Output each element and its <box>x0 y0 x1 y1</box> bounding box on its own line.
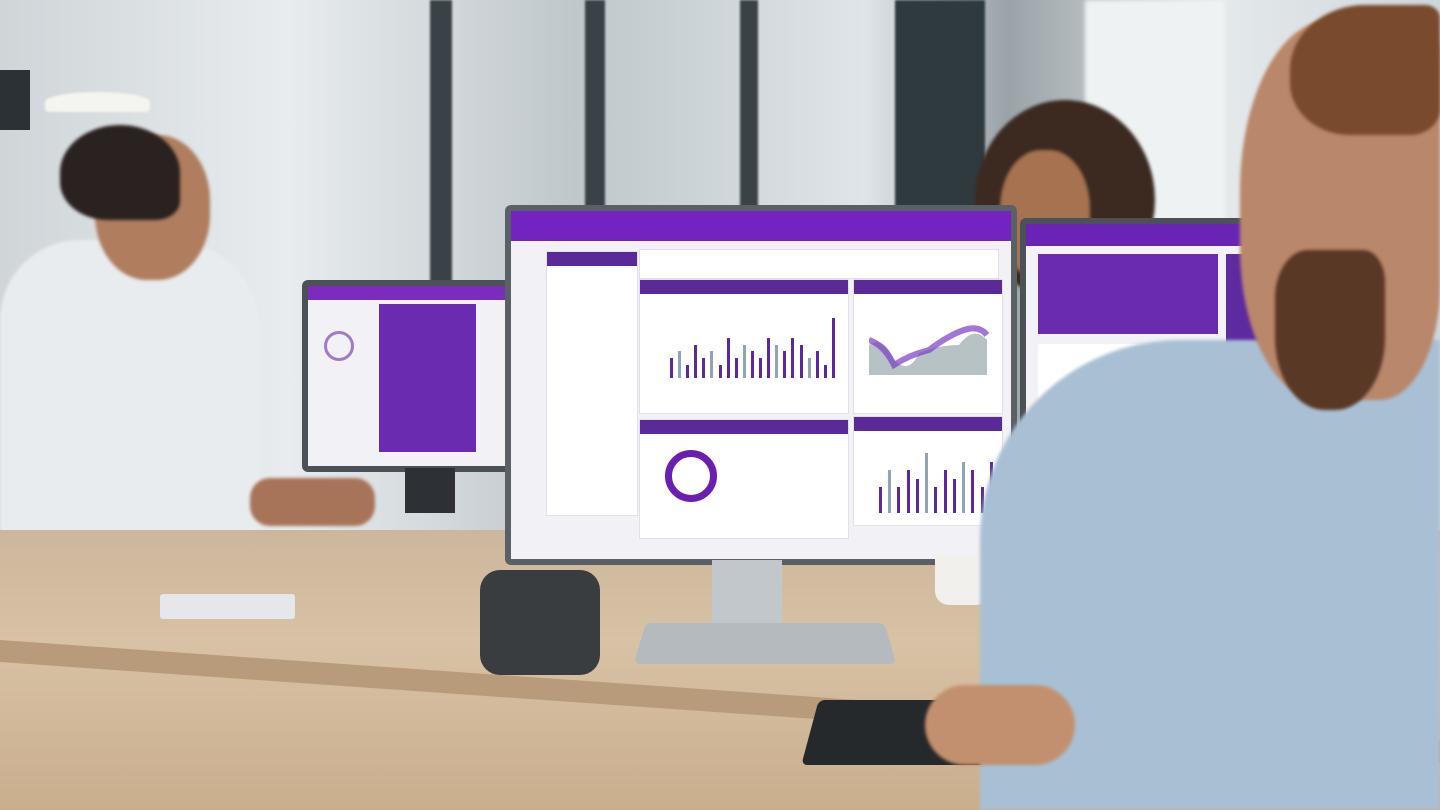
person-right-hand <box>925 685 1075 765</box>
window-frame <box>585 0 605 210</box>
dashboard-sidebar <box>546 251 638 516</box>
lower-bar-panel <box>853 416 1003 526</box>
chart-bar <box>686 364 690 378</box>
chart-bar <box>915 478 919 513</box>
chart-bar <box>906 470 910 513</box>
dashboard-header <box>511 211 1011 241</box>
desk-phone <box>480 570 600 675</box>
chart-bar <box>807 358 811 378</box>
donut-panel <box>639 419 849 539</box>
chart-bar <box>934 487 938 513</box>
bar-chart-panel <box>639 279 849 414</box>
chart-bar <box>702 358 706 378</box>
chart-bar <box>783 351 787 378</box>
chart-bar <box>879 487 882 513</box>
chart-bar <box>767 338 771 378</box>
chart-bar <box>775 344 779 378</box>
chart-bar <box>971 470 975 513</box>
main-monitor <box>505 205 1017 565</box>
window-frame <box>895 0 985 215</box>
chart-bar <box>925 453 929 513</box>
chart-bar <box>670 358 673 378</box>
person-right-beard <box>1275 250 1385 410</box>
chart-bar <box>678 351 682 378</box>
ceiling-lamp <box>45 92 150 112</box>
chart-bar <box>791 338 795 378</box>
chart-bar <box>815 351 819 378</box>
summary-strip <box>639 249 999 279</box>
person-right-hair <box>1290 5 1440 135</box>
notebook <box>160 594 295 619</box>
chart-bar <box>823 364 827 378</box>
chart-bar <box>734 358 738 378</box>
left-monitor-stand <box>405 468 455 513</box>
chart-bar <box>952 478 956 513</box>
ceiling-lamp <box>0 70 30 130</box>
window-frame <box>430 0 452 290</box>
chart-bar <box>750 351 754 378</box>
window-frame <box>740 0 758 210</box>
chart-bar <box>718 364 722 378</box>
chart-bar <box>888 470 892 513</box>
dashboard-screen <box>511 211 1011 559</box>
monitor-base <box>633 623 897 664</box>
chart-bar <box>962 461 966 513</box>
person-left-shirt <box>0 240 260 550</box>
chart-bar <box>759 358 763 378</box>
chart-bar <box>710 351 714 378</box>
left-monitor <box>302 280 517 472</box>
chart-bar <box>726 338 730 378</box>
chart-bar <box>694 344 698 378</box>
donut-chart <box>665 450 717 502</box>
chart-bar <box>831 318 835 378</box>
main-monitor-stand <box>712 560 782 635</box>
area-chart-panel <box>853 279 1003 414</box>
chart-bar <box>799 344 803 378</box>
person-left-hands <box>250 478 375 526</box>
chart-bar <box>943 470 947 513</box>
chart-bar <box>742 344 746 378</box>
chart-bar <box>980 487 984 513</box>
person-left-hair <box>60 125 180 220</box>
chart-bar <box>897 487 901 513</box>
